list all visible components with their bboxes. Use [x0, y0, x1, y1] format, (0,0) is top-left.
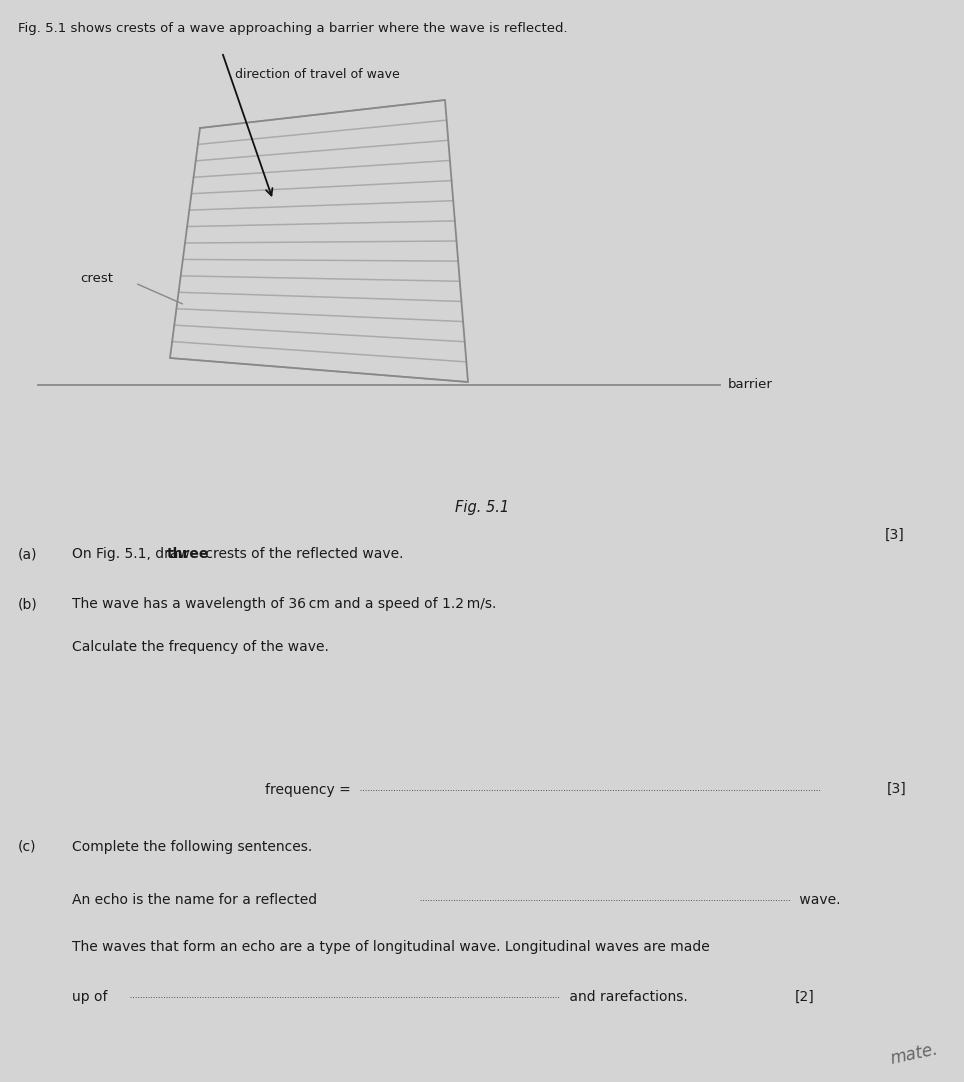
- Text: [2]: [2]: [795, 990, 815, 1004]
- Text: barrier: barrier: [728, 379, 773, 392]
- Text: up of: up of: [72, 990, 112, 1004]
- Text: (a): (a): [18, 547, 38, 560]
- Text: Fig. 5.1 shows crests of a wave approaching a barrier where the wave is reflecte: Fig. 5.1 shows crests of a wave approach…: [18, 22, 568, 35]
- Text: and rarefactions.: and rarefactions.: [565, 990, 687, 1004]
- Text: On Fig. 5.1, draw: On Fig. 5.1, draw: [72, 547, 195, 560]
- Text: [3]: [3]: [887, 782, 907, 796]
- Text: crests of the reflected wave.: crests of the reflected wave.: [201, 547, 404, 560]
- Text: direction of travel of wave: direction of travel of wave: [235, 68, 400, 81]
- Text: Fig. 5.1: Fig. 5.1: [455, 500, 509, 515]
- Text: crest: crest: [80, 272, 113, 285]
- Text: The waves that form an echo are a type of longitudinal wave. Longitudinal waves : The waves that form an echo are a type o…: [72, 940, 710, 954]
- Text: frequency =: frequency =: [265, 783, 355, 797]
- Text: (c): (c): [18, 840, 37, 854]
- Text: Complete the following sentences.: Complete the following sentences.: [72, 840, 312, 854]
- Text: wave.: wave.: [795, 893, 841, 907]
- Text: The wave has a wavelength of 36 cm and a speed of 1.2 m/s.: The wave has a wavelength of 36 cm and a…: [72, 597, 496, 611]
- Text: mate.: mate.: [889, 1040, 940, 1068]
- Text: three: three: [167, 547, 209, 560]
- Text: An echo is the name for a reflected: An echo is the name for a reflected: [72, 893, 322, 907]
- Text: (b): (b): [18, 597, 38, 611]
- Text: Calculate the frequency of the wave.: Calculate the frequency of the wave.: [72, 639, 329, 654]
- Text: [3]: [3]: [885, 528, 905, 542]
